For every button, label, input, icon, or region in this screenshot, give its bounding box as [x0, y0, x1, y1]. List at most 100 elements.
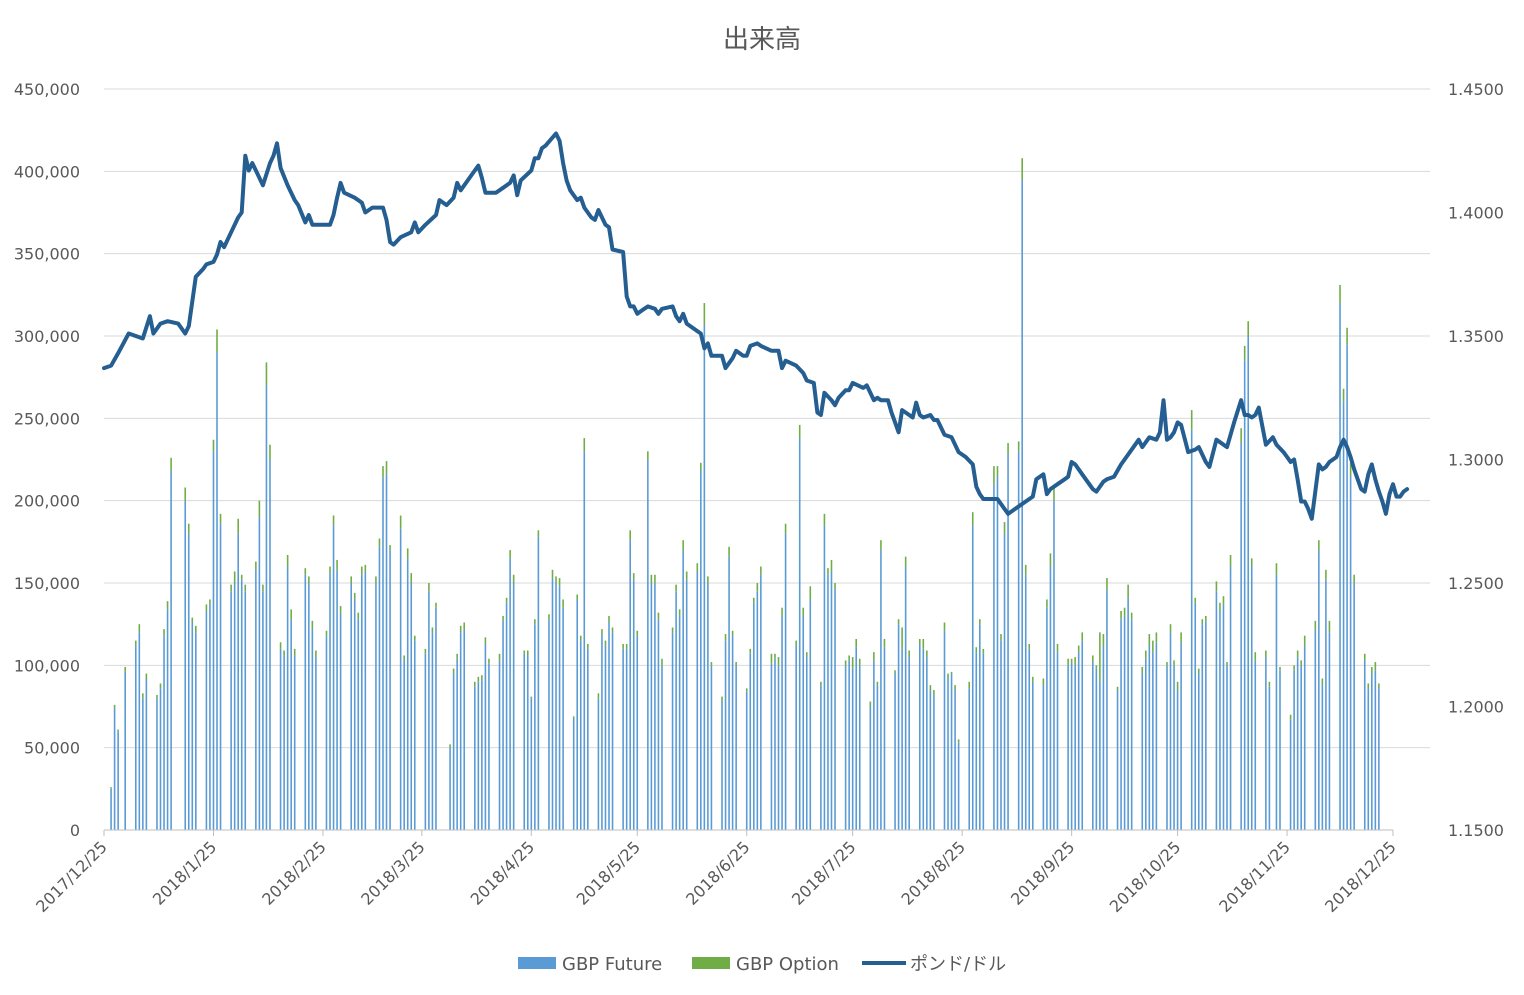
- bar-gbp-option: [474, 681, 476, 687]
- bar-gbp-option: [113, 704, 116, 709]
- bar-gbp-option: [579, 635, 582, 641]
- bar-gbp-option: [657, 612, 660, 620]
- x-tick-label: 2018/10/25: [1106, 837, 1185, 916]
- bar-gbp-option: [1321, 678, 1324, 686]
- bar-gbp-future: [827, 574, 829, 830]
- bar-gbp-option: [163, 629, 165, 636]
- bar-gbp-option: [1102, 634, 1105, 646]
- bar-gbp-option: [802, 607, 805, 616]
- bar-gbp-option: [244, 584, 247, 592]
- bar-gbp-future: [1148, 645, 1151, 830]
- bar-gbp-future: [230, 591, 232, 830]
- bar-gbp-option: [134, 640, 137, 646]
- bar-gbp-option: [1346, 327, 1348, 345]
- bar-gbp-option: [869, 701, 872, 707]
- bar-gbp-future: [830, 571, 833, 830]
- bar-gbp-future: [1173, 665, 1175, 830]
- bar-gbp-future: [957, 742, 960, 830]
- bar-gbp-option: [530, 696, 533, 699]
- bar-gbp-future: [576, 599, 579, 830]
- bar-gbp-future: [378, 546, 381, 830]
- bar-gbp-future: [685, 579, 688, 830]
- bar-gbp-option: [721, 696, 723, 702]
- bar-gbp-option: [844, 660, 847, 666]
- bar-gbp-future: [361, 574, 363, 830]
- volume-bars: [110, 158, 1380, 831]
- bar-gbp-option: [752, 597, 755, 603]
- bar-gbp-option: [904, 556, 907, 567]
- bar-gbp-future: [1219, 610, 1221, 830]
- bar-gbp-future: [710, 665, 713, 830]
- x-tick-label: 2018/8/25: [898, 837, 969, 908]
- bar-gbp-future: [1318, 550, 1320, 830]
- bar-gbp-future: [262, 591, 264, 830]
- bar-gbp-option: [830, 559, 833, 572]
- bar-gbp-future: [1349, 475, 1352, 830]
- bar-gbp-option: [1250, 558, 1253, 567]
- bar-gbp-option: [170, 457, 172, 472]
- bar-gbp-option: [1169, 624, 1172, 633]
- bar-gbp-option: [459, 625, 462, 633]
- bar-gbp-future: [1201, 624, 1204, 830]
- bar-gbp-option: [1021, 158, 1023, 180]
- bar-gbp-option: [798, 424, 801, 439]
- series-line-gbpusd: [102, 131, 1410, 521]
- bar-gbp-future: [1205, 620, 1207, 830]
- bar-gbp-future: [918, 643, 921, 830]
- bar-gbp-option: [385, 461, 388, 475]
- bar-gbp-future: [1229, 566, 1232, 830]
- bar-gbp-option: [308, 576, 310, 583]
- bar-gbp-future: [124, 671, 126, 830]
- bar-gbp-option: [1148, 634, 1151, 646]
- bar-gbp-future: [1042, 685, 1045, 830]
- bar-gbp-future: [353, 599, 356, 830]
- bar-gbp-future: [1169, 632, 1172, 830]
- bar-gbp-future: [509, 558, 511, 830]
- bar-gbp-option: [1046, 599, 1048, 608]
- bar-gbp-future: [184, 500, 187, 830]
- bar-gbp-option: [233, 571, 236, 583]
- bar-gbp-future: [1120, 619, 1122, 830]
- bar-gbp-future: [1056, 652, 1059, 830]
- bar-gbp-option: [1180, 632, 1182, 643]
- bar-gbp-future: [293, 655, 296, 830]
- bar-gbp-future: [555, 583, 557, 830]
- bar-gbp-future: [1222, 604, 1225, 830]
- bar-gbp-option: [1106, 578, 1108, 590]
- chart-title: 出来高: [723, 25, 801, 55]
- bar-gbp-future: [1378, 688, 1380, 830]
- bar-gbp-future: [350, 583, 353, 830]
- bar-gbp-option: [1371, 666, 1373, 674]
- bar-gbp-option: [378, 538, 381, 547]
- bar-gbp-option: [735, 662, 737, 666]
- bar-gbp-option: [629, 530, 631, 541]
- bar-gbp-option: [696, 563, 699, 572]
- bar-gbp-future: [1017, 451, 1020, 830]
- bar-gbp-option: [255, 561, 257, 570]
- bar-gbp-option: [745, 688, 748, 692]
- bar-gbp-option: [1056, 643, 1059, 653]
- bar-gbp-option: [929, 685, 932, 691]
- bar-gbp-option: [286, 555, 289, 567]
- bar-gbp-future: [209, 604, 211, 830]
- bar-gbp-option: [502, 615, 504, 621]
- bar-gbp-option: [710, 662, 713, 666]
- bar-gbp-future: [873, 660, 875, 830]
- bar-gbp-option: [230, 584, 232, 592]
- bar-gbp-future: [357, 619, 360, 830]
- bar-gbp-future: [258, 517, 261, 830]
- bar-gbp-future: [212, 451, 215, 830]
- bar-gbp-future: [1240, 443, 1242, 830]
- bar-gbp-option: [1314, 620, 1317, 630]
- bar-gbp-future: [113, 708, 116, 830]
- bar-gbp-option: [1120, 610, 1122, 620]
- bar-gbp-option: [675, 584, 677, 592]
- bar-gbp-future: [760, 574, 762, 830]
- bar-gbp-future: [1363, 660, 1366, 830]
- bar-gbp-option: [283, 650, 285, 656]
- y-left-tick-label: 150,000: [14, 574, 80, 593]
- bar-gbp-future: [904, 566, 907, 830]
- bar-gbp-future: [1300, 665, 1302, 830]
- bar-gbp-future: [385, 474, 388, 830]
- price-line: [102, 131, 1410, 521]
